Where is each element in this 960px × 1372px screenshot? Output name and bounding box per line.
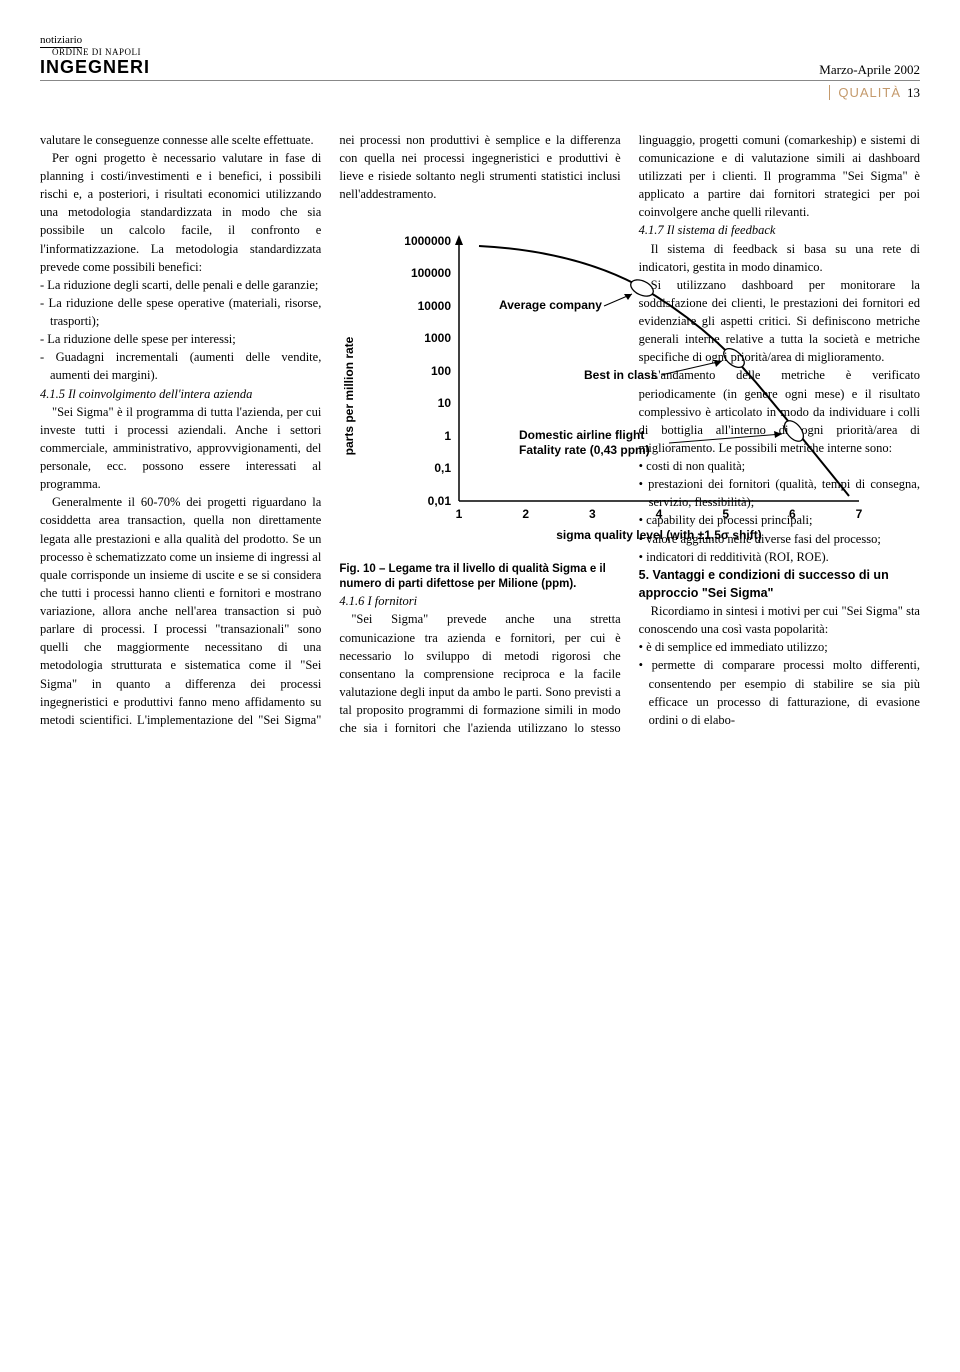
y-tick: 100000 [411, 266, 451, 280]
y-tick: 10000 [418, 299, 452, 313]
body-paragraph: L'andamento delle metriche è verificato … [639, 366, 920, 457]
x-tick: 7 [856, 507, 863, 521]
y-tick: 100 [431, 364, 451, 378]
x-tick: 2 [523, 507, 530, 521]
annotation-best: Best in class [584, 368, 658, 382]
figure-caption: Fig. 10 – Legame tra il livello di quali… [339, 562, 620, 592]
y-axis-arrow-icon [455, 235, 463, 245]
x-tick: 3 [589, 507, 596, 521]
issue-date: Marzo-Aprile 2002 [819, 62, 920, 78]
y-tick: 1 [445, 429, 452, 443]
masthead-right: Marzo-Aprile 2002 [819, 62, 920, 78]
annotation-avg: Average company [499, 298, 602, 312]
subsection-heading: 4.1.5 Il coinvolgimento dell'intera azie… [40, 385, 321, 403]
figure-10: parts per million rate 1000000 100000 10… [339, 221, 620, 592]
list-item: • permette di comparare processi molto d… [639, 656, 920, 729]
list-item: • è di semplice ed immediato utilizzo; [639, 638, 920, 656]
y-tick: 0,1 [435, 461, 452, 475]
subsection-heading: 4.1.6 I fornitori [339, 592, 620, 610]
annotation-domestic-1: Domestic airline flight [519, 428, 644, 442]
masthead-notiziario: notiziario [40, 34, 82, 48]
list-item: - La riduzione delle spese per interessi… [40, 330, 321, 348]
article-body: valutare le conseguenze connesse alle sc… [40, 131, 920, 738]
body-paragraph: Si utilizzano dashboard per monitorare l… [639, 276, 920, 367]
body-paragraph: Per ogni progetto è necessario valutare … [40, 149, 321, 276]
section-label-row: QUALITÀ 13 [40, 85, 920, 101]
body-paragraph: Ricordiamo in sintesi i motivi per cui "… [639, 602, 920, 638]
benefit-list: - La riduzione degli scarti, delle penal… [40, 276, 321, 385]
y-tick: 1000000 [405, 234, 452, 248]
list-item: - La riduzione delle spese operative (ma… [40, 294, 321, 330]
list-item: • valore aggiunto nelle diverse fasi del… [639, 530, 920, 548]
body-paragraph: valutare le conseguenze connesse alle sc… [40, 131, 321, 149]
y-tick: 0,01 [428, 494, 452, 508]
advantages-list: • è di semplice ed immediato utilizzo; •… [639, 638, 920, 729]
page-header: notiziario ORDINE DI NAPOLI INGEGNERI Ma… [40, 30, 920, 81]
masthead-ingegneri: INGEGNERI [40, 57, 150, 77]
page-number: 13 [907, 85, 920, 101]
x-tick: 1 [456, 507, 463, 521]
y-tick: 1000 [425, 331, 452, 345]
annotation-domestic-2: Fatality rate (0,43 ppm) [519, 443, 650, 457]
list-item: - La riduzione degli scarti, delle penal… [40, 276, 321, 294]
body-paragraph: "Sei Sigma" è il programma di tutta l'az… [40, 403, 321, 494]
section-heading: 5. Vantaggi e condizioni di successo di … [639, 566, 920, 602]
y-tick: 10 [438, 396, 452, 410]
list-item: - Guadagni incrementali (aumenti delle v… [40, 348, 321, 384]
y-axis-label: parts per million rate [342, 337, 356, 456]
masthead-left: notiziario ORDINE DI NAPOLI INGEGNERI [40, 30, 150, 78]
section-name: QUALITÀ [829, 85, 907, 100]
